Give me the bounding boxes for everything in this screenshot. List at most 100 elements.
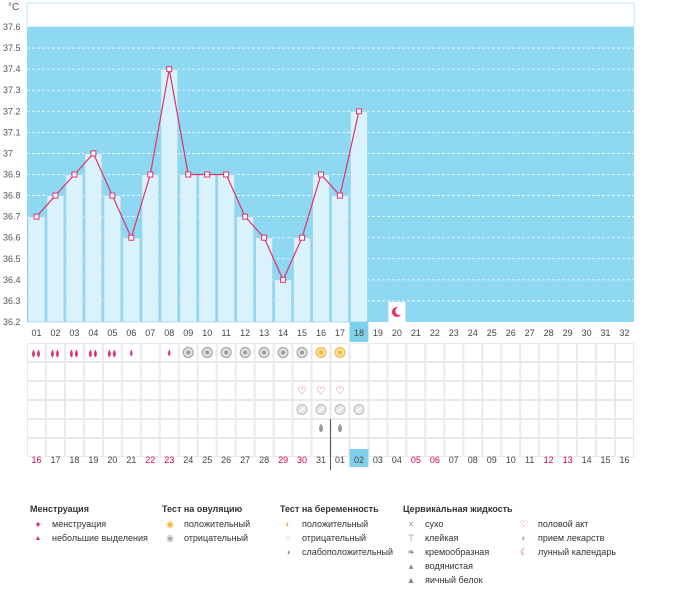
moon-icon: ☾ xyxy=(519,546,529,557)
symbol-cell xyxy=(292,438,312,457)
symbol-cell xyxy=(539,362,559,381)
cycle-day-label: 08 xyxy=(164,328,174,338)
y-tick-label: 36.3 xyxy=(3,296,21,306)
y-tick-label: 37 xyxy=(3,148,13,158)
symbol-cell xyxy=(520,438,540,457)
temperature-point xyxy=(109,192,116,199)
temperature-point xyxy=(52,192,59,199)
symbol-cell xyxy=(197,400,217,419)
symbol-cell xyxy=(463,381,483,400)
symbol-cell xyxy=(596,400,616,419)
dry-icon: × xyxy=(408,519,414,529)
symbol-cell xyxy=(254,419,274,438)
symbol-cell xyxy=(615,381,634,400)
ovulation-test-core xyxy=(281,350,286,355)
temperature-point xyxy=(336,192,343,199)
symbol-cell xyxy=(615,362,634,381)
y-tick-label: 36.6 xyxy=(3,233,21,243)
legend-ovulation-positive: положительный xyxy=(184,519,251,529)
legend-sex: половой акт xyxy=(538,519,589,529)
y-tick-label: 37.2 xyxy=(3,106,21,116)
symbol-cell xyxy=(577,438,597,457)
temperature-point xyxy=(147,171,154,178)
symbol-cell xyxy=(27,381,46,400)
date-label: 19 xyxy=(88,455,98,465)
symbol-cell xyxy=(27,438,46,457)
cycle-day-label: 22 xyxy=(430,328,440,338)
symbol-cell xyxy=(64,400,84,419)
symbol-cell xyxy=(406,438,426,457)
symbol-cell xyxy=(368,381,388,400)
cycle-day-label: 21 xyxy=(411,328,421,338)
symbol-cell xyxy=(615,400,634,419)
symbol-cell xyxy=(387,362,407,381)
cycle-day-label: 27 xyxy=(525,328,535,338)
symbol-cell xyxy=(444,381,464,400)
date-label: 14 xyxy=(582,455,592,465)
light-drop-icon: ▲ xyxy=(34,534,42,542)
legend-pregnancy-positive: положительный xyxy=(302,519,369,529)
y-tick-label: 37.4 xyxy=(3,64,21,74)
symbol-cell xyxy=(539,419,559,438)
date-label: 15 xyxy=(601,455,611,465)
date-label: 21 xyxy=(126,455,136,465)
menstruation-light-mark xyxy=(168,349,171,357)
symbol-cell xyxy=(463,362,483,381)
symbol-cell xyxy=(64,343,84,362)
pregnancy-negative-icon: ○ xyxy=(285,533,291,543)
symbol-cell xyxy=(558,419,578,438)
symbol-cell xyxy=(197,381,217,400)
temperature-point xyxy=(90,150,97,157)
symbol-cell xyxy=(159,438,179,457)
symbol-cell xyxy=(406,343,426,362)
legend-cervical-creamy: кремообразная xyxy=(425,547,490,557)
symbol-cell xyxy=(197,362,217,381)
symbol-cell xyxy=(387,343,407,362)
menstruation-heavy-mark xyxy=(107,349,116,358)
cycle-day-label: 12 xyxy=(240,328,250,338)
legend-pregnancy-weak: слабоположительный xyxy=(302,547,394,557)
symbol-cell xyxy=(140,400,160,419)
symbol-cell xyxy=(501,381,521,400)
cycle-day-label: 02 xyxy=(50,328,60,338)
cycle-day-label: 28 xyxy=(544,328,554,338)
symbol-cell xyxy=(425,438,445,457)
symbol-cell xyxy=(577,381,597,400)
legend-pregnancy-negative: отрицательный xyxy=(302,533,367,543)
temperature-bar xyxy=(46,195,65,323)
ovulation-test-core xyxy=(224,350,229,355)
legend-moon: лунный календарь xyxy=(538,547,617,557)
legend-menstruation-light: небольшие выделения xyxy=(52,533,148,543)
cycle-day-label: 24 xyxy=(468,328,478,338)
symbol-cell xyxy=(254,438,274,457)
date-label: 05 xyxy=(411,455,421,465)
temperature-point xyxy=(318,171,325,178)
symbol-cell xyxy=(216,381,236,400)
y-tick-label: 37.3 xyxy=(3,85,21,95)
ovulation-test-core xyxy=(205,350,210,355)
temperature-bar xyxy=(179,174,198,323)
date-label: 11 xyxy=(525,455,534,465)
temperature-point xyxy=(204,171,211,178)
symbol-cell xyxy=(349,381,369,400)
y-unit-label: °C xyxy=(8,2,19,13)
temperature-point xyxy=(33,213,40,220)
symbol-cell xyxy=(425,343,445,362)
heavy-drop-icon: ♦ xyxy=(35,519,41,529)
meds-mark-line xyxy=(336,405,344,414)
symbol-cell xyxy=(444,438,464,457)
cycle-day-label: 30 xyxy=(582,328,592,338)
symbol-cell xyxy=(216,438,236,457)
symbol-cell xyxy=(444,400,464,419)
date-label: 16 xyxy=(31,455,41,465)
moon-icon-cut xyxy=(395,307,404,315)
menstruation-heavy-mark xyxy=(88,349,97,358)
symbol-cell xyxy=(216,362,236,381)
cervical-fluid-mark xyxy=(337,423,342,433)
cycle-day-label: 10 xyxy=(202,328,212,338)
symbol-cell xyxy=(102,438,122,457)
temperature-point xyxy=(166,66,173,73)
temperature-point xyxy=(71,171,78,178)
legend-cervical-title: Цервикальная жидкость xyxy=(403,504,513,514)
symbol-cell xyxy=(501,343,521,362)
